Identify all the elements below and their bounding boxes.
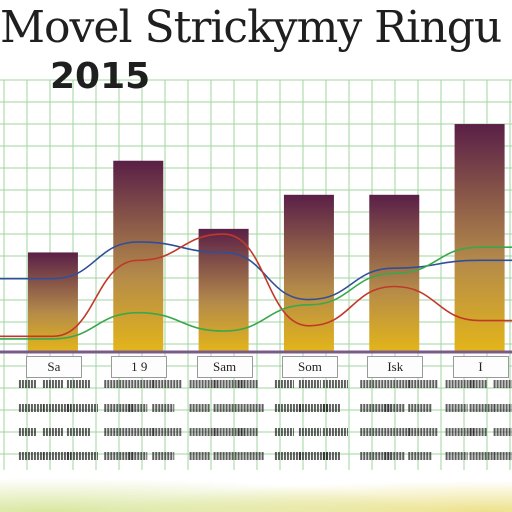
chart-bars bbox=[27, 124, 505, 352]
x-tick-label: Isk bbox=[367, 356, 424, 378]
x-tick-label: 1 9 bbox=[111, 356, 168, 378]
chart-subtitle: 2015 bbox=[50, 56, 151, 97]
bar bbox=[27, 252, 78, 352]
bar bbox=[283, 194, 334, 352]
series-line bbox=[0, 246, 512, 340]
x-tick-label: Sa bbox=[25, 356, 82, 378]
bar bbox=[198, 228, 249, 352]
x-tick-label: Sam bbox=[196, 356, 253, 378]
chart-lines bbox=[0, 233, 512, 340]
series-line bbox=[0, 233, 512, 338]
data-table-area bbox=[18, 380, 512, 460]
bottom-glow-decoration bbox=[0, 472, 512, 512]
bar bbox=[454, 124, 505, 352]
chart-title: Movel Strickymy Ringu bbox=[0, 2, 502, 53]
x-tick-label: I bbox=[452, 356, 509, 378]
x-tick-label: Som bbox=[281, 356, 338, 378]
bar bbox=[113, 160, 164, 352]
